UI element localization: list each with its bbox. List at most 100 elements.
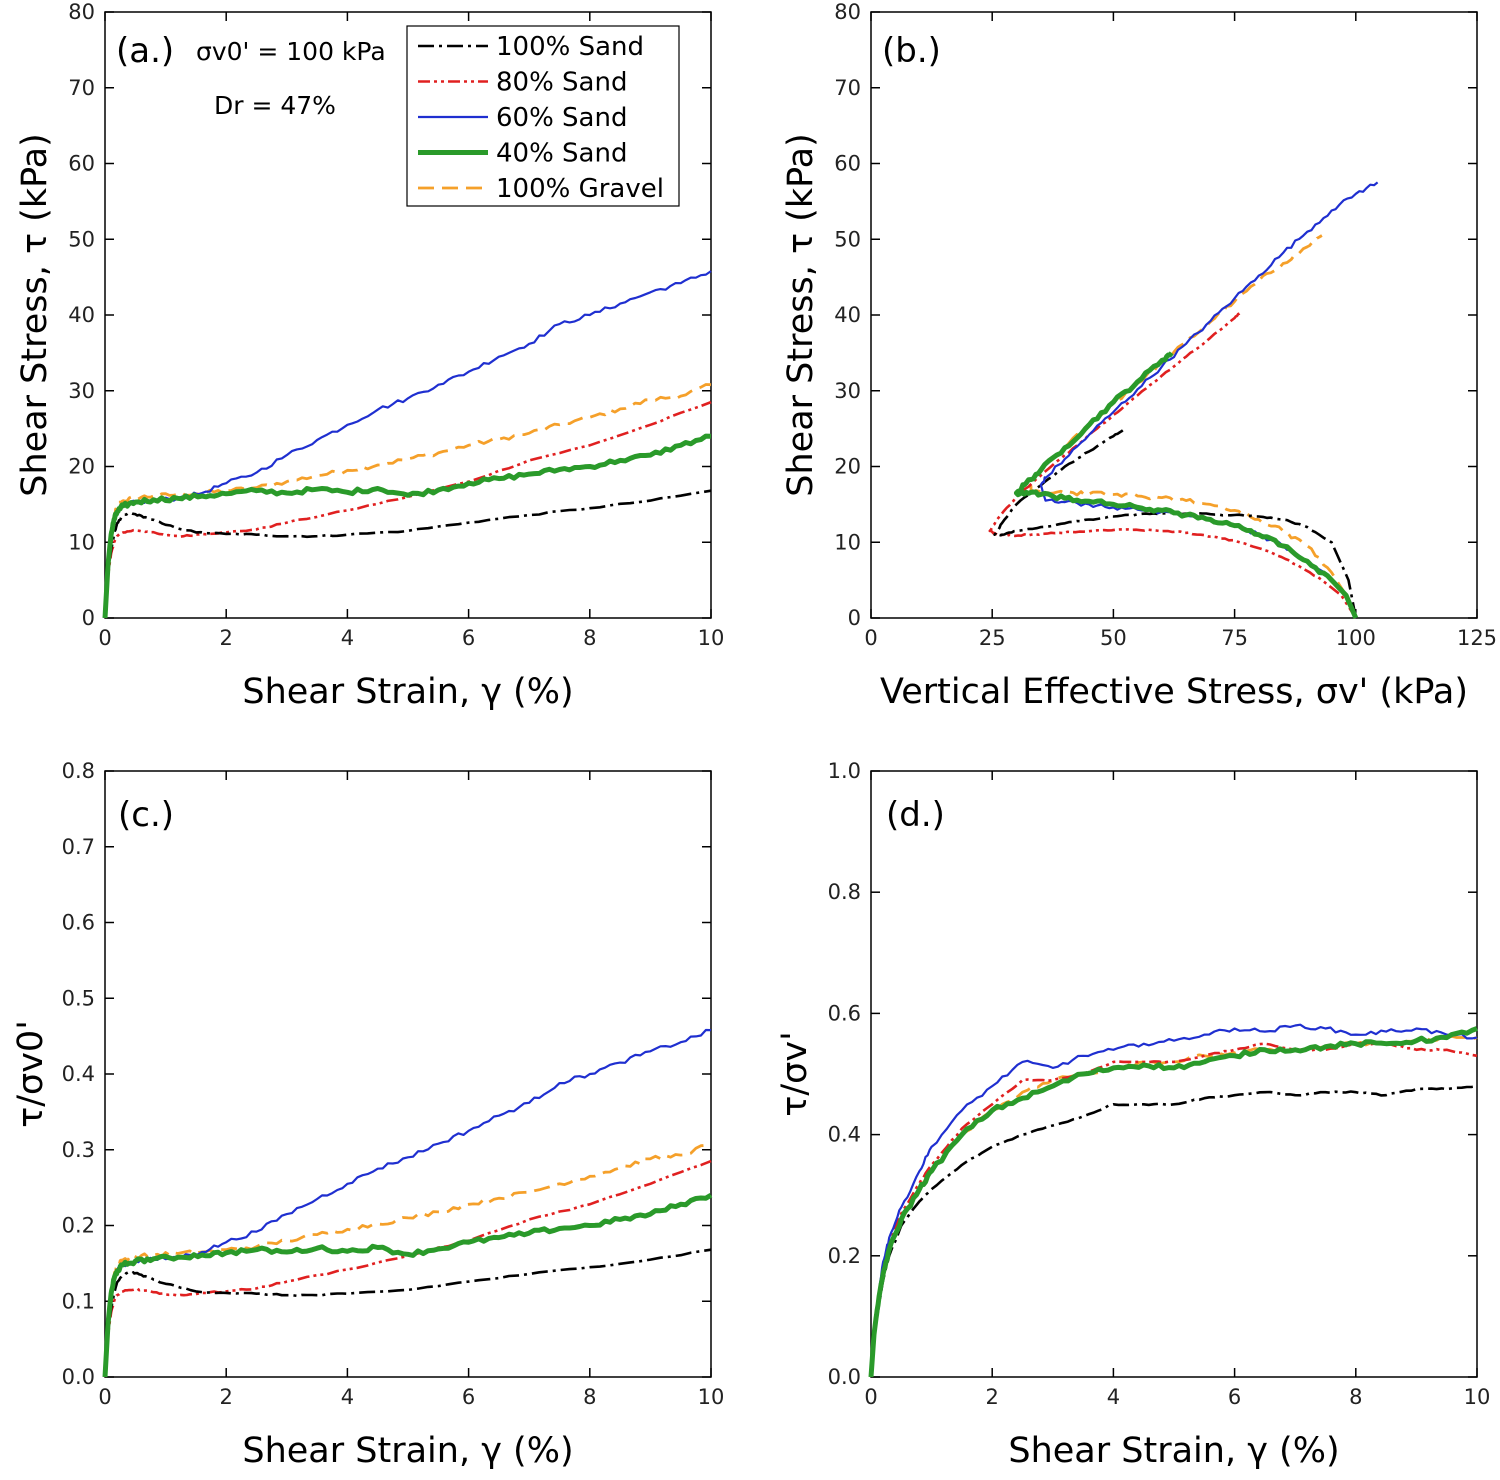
- y-tick-label: 60: [834, 152, 861, 176]
- y-axis-title: Shear Stress, τ (kPa): [781, 133, 821, 496]
- y-tick-label: 0.5: [62, 986, 95, 1010]
- x-tick-label: 8: [583, 626, 596, 650]
- series-line-40pct-sand: [102, 1193, 713, 1378]
- x-tick-label: 100: [1336, 626, 1376, 650]
- y-tick-label: 1.0: [828, 759, 861, 783]
- plot-frame: [870, 770, 1478, 1378]
- y-tick-label: 0: [82, 606, 95, 630]
- series-line-80pct-sand: [869, 1041, 1478, 1378]
- x-axis-title: Shear Strain, γ (%): [1008, 1431, 1339, 1471]
- series-line-80pct-sand: [103, 400, 712, 619]
- panel-label: (d.): [886, 795, 945, 835]
- x-tick-label: 25: [979, 626, 1006, 650]
- legend-label-100pct-sand: 100% Sand: [496, 32, 644, 62]
- y-tick-label: 70: [68, 76, 95, 100]
- x-tick-label: 4: [341, 1385, 354, 1409]
- x-tick-label: 2: [220, 1385, 233, 1409]
- panel-d: 0 2 4 6 8 10 0.0 0.2 0.4 0.6 0.8 1.0 Shear Strain, …: [775, 759, 1490, 1471]
- y-tick-label: 80: [68, 0, 95, 24]
- y-tick-label: 40: [834, 303, 861, 327]
- y-tick-label: 0.6: [62, 911, 95, 935]
- series-line-40pct-sand: [1013, 351, 1359, 619]
- y-tick-label: 0.6: [828, 1001, 861, 1025]
- legend: 100% Sand 80% Sand 60% Sand 40% Sand 100% Gr…: [406, 25, 680, 207]
- x-tick-label: 6: [1228, 1385, 1241, 1409]
- series-line-100pct-sand: [103, 1248, 712, 1378]
- series-line-60pct-sand: [869, 1023, 1478, 1378]
- y-tick-label: 10: [68, 530, 95, 554]
- x-tick-label: 0: [864, 626, 877, 650]
- x-tick-label: 4: [341, 626, 354, 650]
- x-tick-label: 8: [1349, 1385, 1362, 1409]
- y-tick-label: 0.2: [62, 1214, 95, 1238]
- y-tick-label: 0.8: [828, 880, 861, 904]
- y-tick-label: 0.0: [828, 1365, 861, 1389]
- x-tick-label: 0: [98, 1385, 111, 1409]
- panel-label: (b.): [882, 31, 941, 71]
- x-tick-label: 8: [583, 1385, 596, 1409]
- y-tick-label: 40: [68, 303, 95, 327]
- legend-label-80pct-sand: 80% Sand: [496, 68, 627, 98]
- y-tick-label: 50: [834, 227, 861, 251]
- x-tick-label: 50: [1100, 626, 1127, 650]
- y-tick-label: 0.8: [62, 759, 95, 783]
- y-tick-label: 20: [834, 455, 861, 479]
- series-line-40pct-sand: [868, 1026, 1478, 1378]
- y-tick-label: 60: [68, 152, 95, 176]
- panel-label: (c.): [118, 795, 174, 835]
- legend-label-60pct-sand: 60% Sand: [496, 103, 627, 133]
- x-tick-label: 0: [864, 1385, 877, 1409]
- legend-label-100pct-gravel: 100% Gravel: [496, 174, 664, 204]
- y-tick-label: 70: [834, 76, 861, 100]
- panel-a: 0 2 4 6 8 10 0 10 20 30 40 50 60 70 80 Shear Strain, γ…: [15, 0, 724, 712]
- x-tick-label: 6: [462, 626, 475, 650]
- series-line-40pct-sand: [102, 433, 712, 619]
- annotation-effective-stress: σv0' = 100 kPa: [196, 37, 386, 66]
- series-line-60pct-sand: [1039, 181, 1379, 619]
- y-tick-label: 0.0: [62, 1365, 95, 1389]
- series-line-60pct-sand: [103, 270, 712, 619]
- y-tick-label: 30: [68, 379, 95, 403]
- y-tick-label: 30: [834, 379, 861, 403]
- x-tick-label: 125: [1457, 626, 1497, 650]
- y-tick-label: 0: [848, 606, 861, 630]
- x-axis-title: Vertical Effective Stress, σv' (kPa): [880, 672, 1468, 712]
- series-line-80pct-sand: [103, 1159, 712, 1378]
- x-tick-label: 6: [462, 1385, 475, 1409]
- y-axis-title: τ/σv0': [11, 1020, 51, 1128]
- series-line-60pct-sand: [103, 1028, 712, 1378]
- legend-label-40pct-sand: 40% Sand: [496, 139, 627, 169]
- x-tick-label: 2: [220, 626, 233, 650]
- series-line-100pct-sand: [993, 427, 1358, 619]
- y-tick-label: 80: [834, 0, 861, 24]
- panel-label: (a.): [116, 31, 174, 71]
- y-tick-label: 0.1: [62, 1289, 95, 1313]
- y-tick-label: 0.4: [62, 1062, 95, 1086]
- series-line-100pct-gravel: [869, 1035, 1478, 1378]
- x-tick-label: 10: [1464, 1385, 1491, 1409]
- y-tick-label: 20: [68, 455, 95, 479]
- x-tick-label: 0: [98, 626, 111, 650]
- series-line-100pct-gravel: [103, 383, 712, 619]
- y-tick-label: 0.7: [62, 835, 95, 859]
- plot-frame: [104, 770, 712, 1378]
- x-axis-title: Shear Strain, γ (%): [242, 672, 573, 712]
- x-axis-title: Shear Strain, γ (%): [242, 1431, 573, 1471]
- plot-frame: [870, 11, 1478, 619]
- series-line-100pct-sand: [103, 489, 712, 619]
- series-line-100pct-gravel: [103, 1142, 712, 1378]
- y-tick-label: 0.2: [828, 1244, 861, 1268]
- x-tick-label: 10: [698, 626, 725, 650]
- panel-c: 0 2 4 6 8 10 0.0 0.1 0.2 0.3 0.4 0.5 0.6 0.7 0.8 Shear…: [11, 759, 724, 1471]
- x-tick-label: 4: [1107, 1385, 1120, 1409]
- y-axis-title: Shear Stress, τ (kPa): [15, 133, 55, 496]
- x-tick-label: 2: [986, 1385, 999, 1409]
- annotation-relative-density: Dr = 47%: [214, 91, 336, 120]
- panel-b: 0 25 50 75 100 125 0 10 20 30 40 50 60 70 80 Vertical …: [781, 0, 1497, 712]
- y-tick-label: 0.4: [828, 1123, 861, 1147]
- y-tick-label: 50: [68, 227, 95, 251]
- y-tick-label: 10: [834, 530, 861, 554]
- y-tick-label: 0.3: [62, 1138, 95, 1162]
- y-axis-title: τ/σv': [775, 1031, 815, 1116]
